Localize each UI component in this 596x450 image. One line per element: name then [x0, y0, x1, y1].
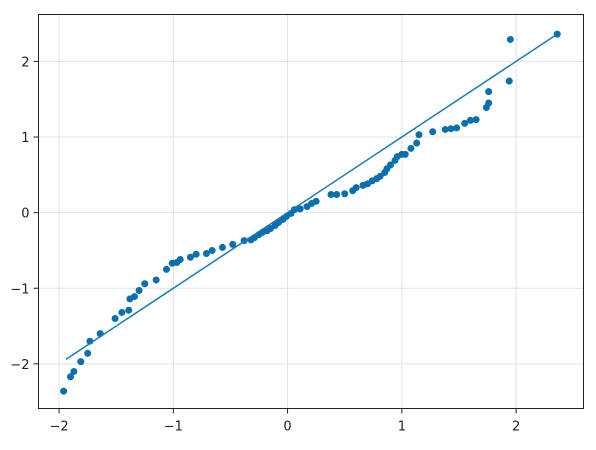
point: [77, 358, 85, 366]
point: [130, 293, 138, 301]
point: [84, 349, 92, 357]
point: [202, 249, 210, 257]
point: [125, 306, 133, 314]
x-tick-label: −2: [49, 420, 68, 435]
point: [466, 116, 474, 124]
point: [162, 265, 170, 273]
point: [327, 190, 335, 198]
grid: [38, 14, 584, 409]
point: [152, 276, 160, 284]
point: [66, 373, 74, 381]
point: [208, 246, 216, 254]
point: [290, 206, 298, 214]
y-tick-label: 1: [21, 131, 29, 146]
point: [447, 125, 455, 133]
point: [413, 139, 421, 147]
point: [296, 205, 304, 213]
y-tick-label: 0: [21, 207, 29, 222]
point: [505, 77, 513, 85]
y-tick-label: 2: [21, 55, 29, 70]
plot-frame: [38, 14, 584, 409]
point: [218, 243, 226, 251]
point: [70, 367, 78, 375]
point: [506, 35, 514, 43]
point: [407, 144, 415, 152]
point: [141, 280, 149, 288]
point: [485, 99, 493, 107]
x-tick-label: 2: [512, 420, 520, 435]
point: [341, 190, 349, 198]
point: [111, 315, 119, 323]
point: [352, 184, 360, 192]
point: [386, 161, 394, 169]
point: [401, 150, 409, 158]
point: [485, 88, 493, 96]
point: [415, 131, 423, 139]
point: [453, 124, 461, 132]
x-tick-label: −1: [164, 420, 183, 435]
point: [176, 256, 184, 264]
point: [472, 116, 480, 124]
y-tick-label: −2: [10, 358, 29, 373]
point: [229, 240, 237, 248]
point: [135, 287, 143, 295]
point: [60, 387, 68, 395]
x-tick-label: 1: [398, 420, 406, 435]
tick-labels: −2 −1 0 1 2 −2 −1 0 1 2: [10, 55, 520, 434]
point: [312, 197, 320, 205]
y-tick-label: −1: [10, 282, 29, 297]
x-tick-label: 0: [283, 420, 291, 435]
marks: [60, 30, 561, 395]
point: [186, 253, 194, 261]
point: [461, 119, 469, 127]
point: [441, 125, 449, 133]
reference-line: [65, 33, 558, 360]
point: [333, 190, 341, 198]
point: [192, 250, 200, 258]
point: [429, 128, 437, 136]
point: [118, 308, 126, 316]
